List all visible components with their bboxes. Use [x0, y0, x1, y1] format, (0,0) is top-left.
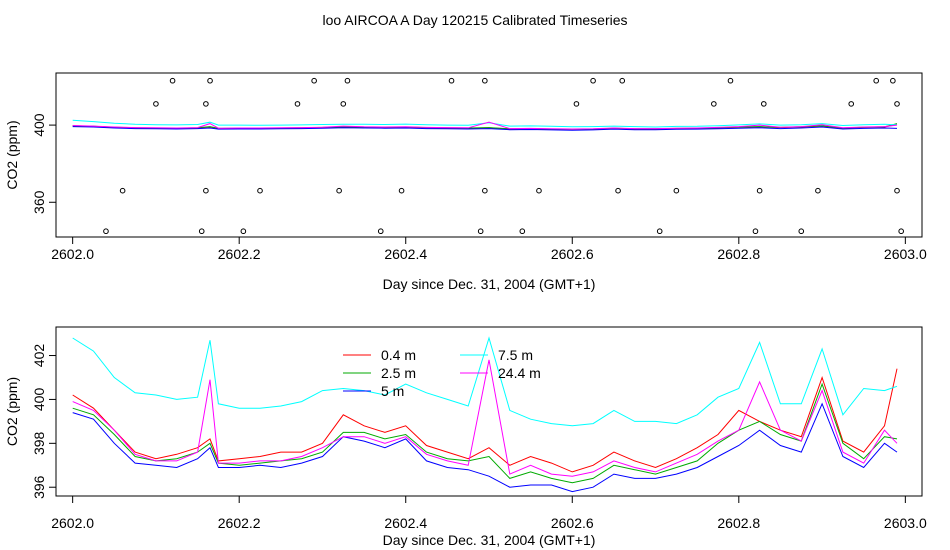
data-point-marker [848, 101, 855, 107]
series-line-4 [72, 119, 898, 128]
x-tick-label: 2602.8 [717, 246, 760, 262]
x-tick-label: 2602.0 [51, 515, 94, 531]
y-axis-label: CO2 (ppm) [4, 120, 20, 189]
data-point-marker [203, 187, 209, 194]
data-point-marker [894, 101, 900, 107]
data-point-marker [756, 187, 763, 194]
x-tick-label: 2602.6 [551, 515, 594, 531]
y-axis-label: CO2 (ppm) [4, 377, 20, 446]
y-tick-label: 400 [31, 388, 47, 412]
legend-label: 24.4 m [498, 365, 541, 381]
data-point-marker [203, 101, 209, 107]
legend-label: 5 m [381, 383, 404, 399]
x-tick-label: 2602.0 [51, 246, 94, 262]
data-point-marker [873, 77, 880, 84]
legend-label: 7.5 m [498, 347, 533, 363]
data-point-marker [619, 77, 626, 84]
bottom-panel: 2602.0 2602.2 2602.4 2602.6 2602.8 2603.0 396 3… [4, 326, 927, 548]
y-tick-label: 402 [31, 344, 47, 368]
plot-frame [55, 72, 923, 238]
data-point-marker [169, 77, 176, 84]
y-tick-label: 398 [31, 431, 47, 455]
series-line-3 [72, 126, 898, 131]
series-line-4 [72, 336, 898, 427]
data-point-marker [656, 228, 663, 235]
data-point-marker [294, 101, 301, 107]
data-point-marker [894, 187, 900, 194]
chart-title: loo AIRCOA A Day 120215 Calibrated Times… [322, 12, 627, 28]
plot-frame [55, 326, 923, 497]
x-tick-label: 2602.2 [218, 515, 261, 531]
data-point-marker [398, 187, 405, 194]
series-line-3 [72, 402, 898, 493]
data-point-marker [257, 187, 263, 194]
x-axis-label: Day since Dec. 31, 2004 (GMT+1) [383, 532, 596, 548]
x-tick-label: 2602.2 [218, 246, 261, 262]
x-tick-label: 2602.4 [384, 246, 427, 262]
data-point-marker [448, 77, 455, 84]
x-tick-label: 2602.4 [384, 515, 427, 531]
x-tick-label: 2603.0 [884, 515, 927, 531]
legend: 0.4 m 2.5 m 5 m 7.5 m 24.4 m [343, 347, 541, 399]
data-point-marker [727, 77, 734, 84]
data-point-marker [340, 101, 347, 107]
data-point-marker [615, 187, 621, 194]
data-point-marker [590, 77, 596, 84]
data-point-marker [198, 228, 205, 235]
data-point-marker [377, 228, 384, 235]
legend-label: 2.5 m [381, 365, 416, 381]
series-line-1 [72, 368, 898, 473]
series-line-2 [72, 382, 898, 484]
data-point-marker [536, 187, 542, 194]
data-point-marker [153, 101, 159, 107]
data-point-marker [311, 77, 317, 84]
y-tick-label: 396 [31, 475, 47, 499]
data-point-marker [103, 228, 109, 235]
x-tick-label: 2602.6 [551, 246, 594, 262]
data-point-marker [477, 228, 484, 235]
x-tick-label: 2602.8 [717, 515, 760, 531]
data-point-marker [119, 187, 126, 194]
legend-label: 0.4 m [381, 347, 416, 363]
data-point-marker [890, 77, 896, 84]
y-tick-label: 360 [31, 190, 47, 214]
data-point-marker [798, 228, 805, 235]
data-point-marker [240, 228, 247, 235]
series-line-5 [72, 121, 898, 130]
data-point-marker [207, 77, 213, 84]
data-point-marker [898, 228, 904, 235]
x-axis-label: Day since Dec. 31, 2004 (GMT+1) [383, 276, 596, 292]
top-panel: 2602.0 2602.2 2602.4 2602.6 2602.8 2603.0 360 4… [4, 72, 927, 292]
data-point-marker [573, 101, 580, 107]
data-point-marker [482, 77, 488, 84]
data-point-marker [815, 187, 821, 194]
data-point-marker [673, 187, 680, 194]
data-point-marker [336, 187, 342, 194]
data-point-marker [519, 228, 526, 235]
data-point-marker [752, 228, 759, 235]
series-line-5 [72, 359, 898, 477]
series-line-2 [72, 123, 898, 130]
data-point-marker [344, 77, 351, 84]
x-tick-label: 2603.0 [884, 246, 927, 262]
data-point-marker [482, 187, 488, 194]
data-point-marker [760, 101, 767, 107]
data-point-marker [711, 101, 717, 107]
y-tick-label: 400 [31, 113, 47, 137]
